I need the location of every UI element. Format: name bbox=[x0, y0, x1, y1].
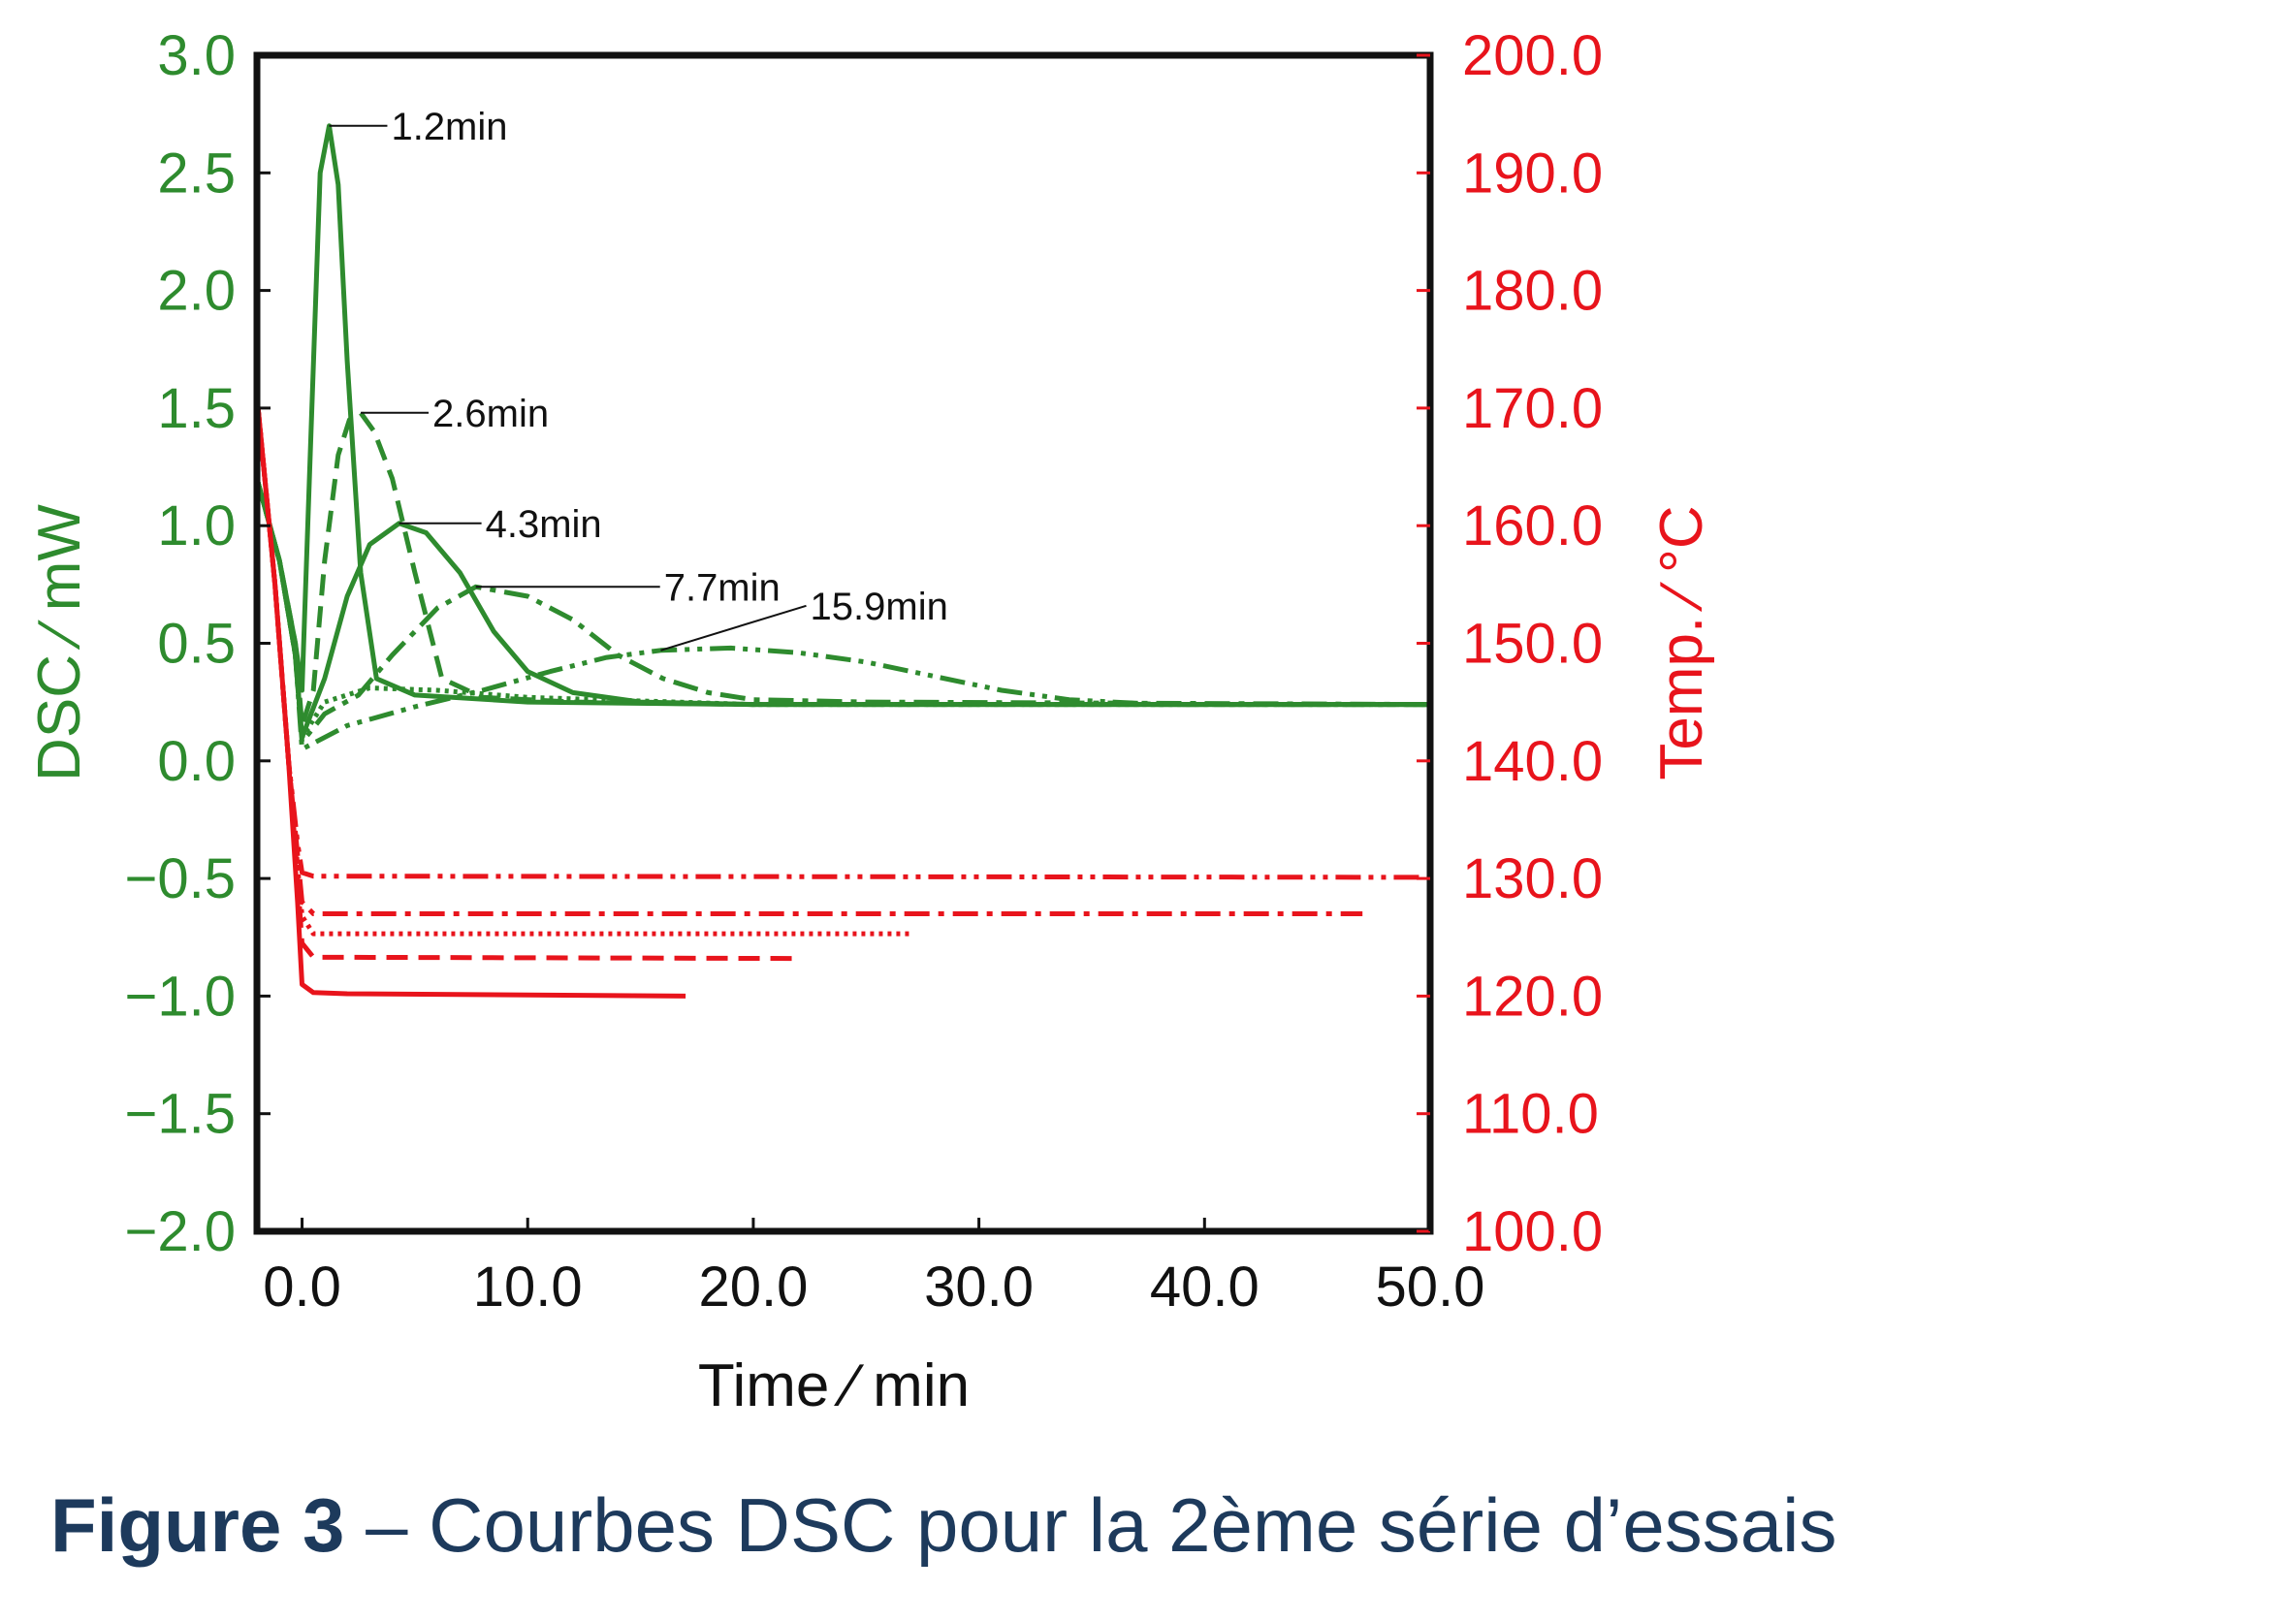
y-right-tick-label: 190.0 bbox=[1462, 142, 1603, 205]
peak-time-label: 4.3min bbox=[486, 503, 602, 546]
y-left-tick-label: 0.5 bbox=[157, 613, 236, 676]
y-left-tick-label: −0.5 bbox=[125, 847, 237, 910]
x-tick-label: 20.0 bbox=[698, 1256, 808, 1319]
dsc-curve-6 bbox=[254, 478, 1430, 752]
y-right-tick-label: 110.0 bbox=[1462, 1083, 1599, 1146]
peak-time-label: 1.2min bbox=[391, 106, 507, 148]
y-left-tick-label: 2.0 bbox=[157, 260, 236, 323]
y-right-tick-label: 100.0 bbox=[1462, 1200, 1603, 1263]
annotation-layer: 1.2min 2.6min 4.3min 7.7min 15.9min bbox=[329, 106, 948, 652]
y-left-tick-label: 1.5 bbox=[157, 377, 236, 440]
dsc-chart: 3.0 2.5 2.0 1.5 1.0 0.5 0.0 −0.5 −1.0 −1.5 −2.0 200… bbox=[26, 24, 1715, 1419]
y-right-tick-label: 130.0 bbox=[1462, 847, 1603, 910]
y-left-tick-label: −1.5 bbox=[125, 1083, 237, 1146]
y-left-tick-label: 0.0 bbox=[157, 730, 236, 793]
x-tick-label: 0.0 bbox=[263, 1256, 341, 1319]
x-tick-label: 50.0 bbox=[1376, 1256, 1485, 1319]
figure-caption-label: Figure 3 bbox=[50, 1482, 345, 1568]
dsc-curve-5 bbox=[254, 478, 1431, 745]
y-right-axis-title: Temp. ∕ °C bbox=[1648, 505, 1715, 779]
peak-time-label: 15.9min bbox=[811, 586, 948, 628]
figure-caption: Figure 3 – Courbes DSC pour la 2ème séri… bbox=[50, 1481, 1836, 1570]
peak-time-label: 7.7min bbox=[664, 566, 781, 609]
figure-caption-text: – Courbes DSC pour la 2ème série d’essai… bbox=[344, 1482, 1837, 1568]
x-tick-label: 10.0 bbox=[473, 1256, 583, 1319]
x-tick-label: 40.0 bbox=[1150, 1256, 1260, 1319]
y-left-tick-label: 2.5 bbox=[157, 142, 236, 205]
y-left-tick-label: 1.0 bbox=[157, 494, 236, 557]
y-right-tick-label: 120.0 bbox=[1462, 965, 1603, 1028]
tick-layer: 3.0 2.5 2.0 1.5 1.0 0.5 0.0 −0.5 −1.0 −1.5 −2.0 200… bbox=[125, 24, 1604, 1319]
y-left-tick-label: 3.0 bbox=[157, 24, 236, 87]
x-axis-title: Time ∕ min bbox=[698, 1352, 970, 1419]
y-right-tick-label: 150.0 bbox=[1462, 613, 1603, 676]
y-left-tick-label: −2.0 bbox=[125, 1200, 237, 1263]
y-right-tick-label: 160.0 bbox=[1462, 494, 1603, 557]
y-right-tick-label: 140.0 bbox=[1462, 730, 1603, 793]
y-right-tick-label: 170.0 bbox=[1462, 377, 1603, 440]
temp-curve-10 bbox=[254, 396, 1363, 916]
peak-leader-line bbox=[660, 604, 807, 652]
dsc-curve-2 bbox=[254, 410, 1430, 728]
y-left-tick-label: −1.0 bbox=[125, 965, 237, 1028]
x-tick-label: 30.0 bbox=[924, 1256, 1034, 1319]
y-right-tick-label: 200.0 bbox=[1462, 24, 1603, 87]
peak-time-label: 2.6min bbox=[432, 393, 549, 435]
y-left-axis-title: DSC ∕ mW bbox=[26, 504, 93, 781]
y-right-tick-label: 180.0 bbox=[1462, 260, 1603, 323]
series-layer bbox=[254, 123, 1431, 999]
